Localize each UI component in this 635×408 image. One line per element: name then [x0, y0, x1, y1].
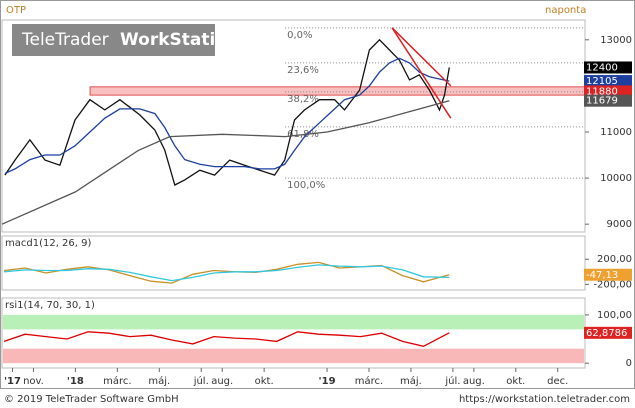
url: https://workstation.teletrader.com	[459, 394, 630, 405]
fib-label: 100,0%	[287, 180, 325, 191]
x-tick-label: aug.	[211, 376, 233, 387]
trendline	[391, 27, 452, 119]
value-marker-label: -47,13	[586, 270, 618, 281]
panel	[1, 19, 586, 233]
value-marker-label: 62,8786	[586, 328, 627, 339]
fib-label: 23,6%	[287, 65, 319, 76]
watermark: WorkStation	[120, 30, 239, 50]
value-marker	[584, 75, 632, 88]
value-marker-label: 11880	[586, 86, 618, 97]
frame	[0, 0, 635, 389]
value-marker-label: 11679	[586, 96, 618, 107]
period: naponta	[545, 5, 586, 16]
watermark: TeleTrader	[21, 30, 109, 50]
value-marker	[584, 326, 632, 339]
series-line	[1, 100, 450, 225]
value-marker-label: 12400	[586, 62, 618, 73]
series-line	[3, 331, 450, 347]
value-marker	[584, 85, 632, 98]
x-tick-label: aug.	[463, 376, 485, 387]
value-marker-label: 12105	[586, 76, 618, 87]
y-tick-label: 0	[626, 358, 632, 369]
value-marker	[584, 94, 632, 107]
series-line	[4, 57, 450, 175]
value-marker	[584, 268, 632, 281]
y-tick-label: 13000	[600, 35, 632, 46]
x-tick-label: márc.	[355, 375, 383, 387]
y-tick-label: 11000	[600, 127, 632, 138]
zone	[3, 314, 584, 330]
fib-label: 0,0%	[287, 30, 312, 41]
panel-title: rsi1(14, 70, 30, 1)	[5, 300, 95, 311]
series-line	[4, 38, 450, 186]
x-tick-label: okt.	[506, 376, 525, 387]
panel-title: macd1(12, 26, 9)	[5, 238, 92, 249]
x-tick-label: máj.	[148, 375, 170, 387]
copyright: © 2019 TeleTrader Software GmbH	[4, 394, 179, 405]
x-tick-label: '17	[4, 376, 21, 387]
band	[89, 86, 586, 96]
x-tick-label: júl.	[444, 375, 460, 387]
x-tick-label: '18	[67, 376, 84, 387]
x-tick-label: okt.	[255, 376, 274, 387]
x-tick-label: júl.	[193, 375, 209, 387]
value-marker	[584, 61, 632, 74]
x-tick-label: dec.	[547, 376, 568, 387]
y-tick-label: 200,00	[597, 254, 632, 265]
series-line	[4, 264, 450, 282]
zone	[3, 348, 584, 364]
watermark-bg	[12, 24, 215, 56]
trendline	[391, 27, 452, 87]
y-tick-label: 100,00	[597, 310, 632, 321]
y-tick-label: -200,00	[593, 279, 632, 290]
x-tick-label: máj.	[400, 375, 422, 387]
fib-label: 38,2%	[287, 94, 319, 105]
x-tick-label: '19	[319, 376, 336, 387]
symbol: OTP	[6, 5, 26, 16]
x-tick-label: nov.	[23, 376, 44, 387]
y-tick-label: 10000	[600, 173, 632, 184]
panel	[1, 235, 586, 291]
x-tick-label: márc.	[103, 375, 131, 387]
y-tick-label: 9000	[607, 219, 632, 230]
